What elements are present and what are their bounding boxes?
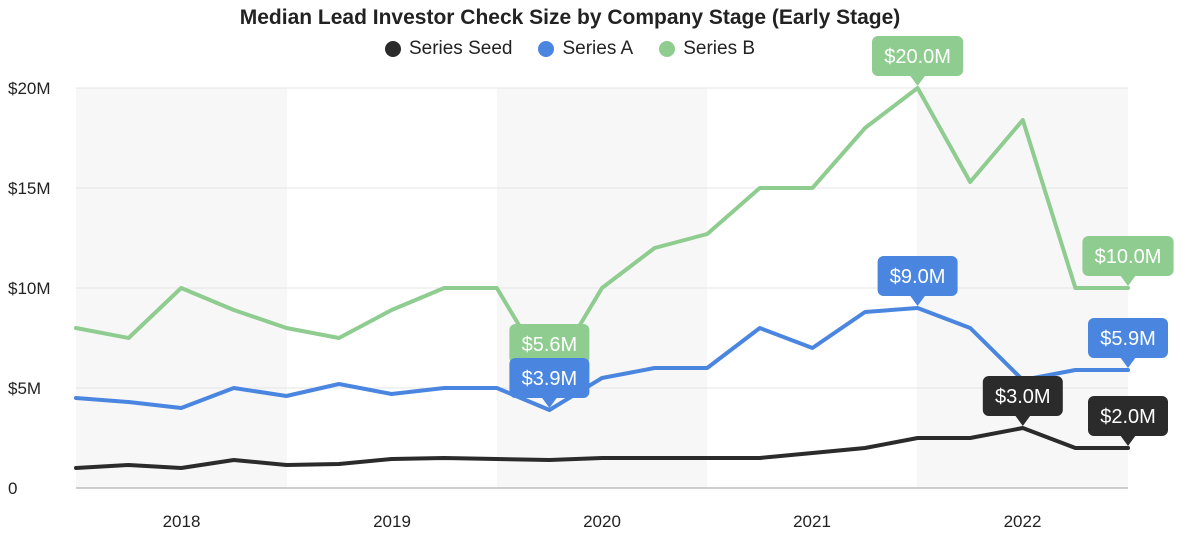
value-callout: $5.9M	[1088, 318, 1168, 368]
legend-label-series-b: Series B	[683, 38, 756, 59]
y-tick-label: $5M	[8, 379, 41, 398]
y-tick-label: $10M	[8, 279, 51, 298]
callout-label: $20.0M	[884, 46, 951, 68]
value-callout: $3.9M	[509, 358, 590, 408]
callout-label: $2.0M	[1100, 406, 1156, 428]
y-tick-label: $20M	[8, 79, 51, 98]
x-tick-label: 2018	[163, 512, 201, 531]
y-tick-label: $15M	[8, 179, 51, 198]
legend-item-series-b[interactable]: Series B	[659, 38, 755, 60]
legend-item-series-seed[interactable]: Series Seed	[384, 38, 513, 60]
chart-title: Median Lead Investor Check Size by Compa…	[239, 6, 901, 29]
legend-label-series-seed: Series Seed	[408, 38, 513, 59]
legend-label-series-a: Series A	[562, 38, 634, 59]
series-line-series-seed[interactable]	[74, 426, 1130, 470]
legend-dot-series-seed	[384, 41, 401, 57]
value-callout: $9.0M	[877, 256, 958, 306]
callout-label: $5.9M	[1100, 328, 1156, 350]
y-tick-label: 0	[8, 479, 17, 498]
x-tick-label: 2022	[1004, 512, 1042, 531]
callout-label: $3.9M	[522, 368, 578, 390]
value-callout: $2.0M	[1088, 396, 1168, 446]
legend-dot-series-a	[538, 41, 555, 57]
callout-label: $3.0M	[995, 386, 1051, 408]
legend-dot-series-b	[659, 41, 676, 57]
x-tick-label: 2021	[793, 512, 831, 531]
value-callout: $10.0M	[1082, 236, 1174, 286]
y-axis: 0 $5M $10M $15M $20M	[8, 79, 51, 498]
value-callouts: $5.6M $20.0M $10.0M $3.9M $9.0M $5.9M $3.0M $2.…	[509, 36, 1174, 446]
legend-item-series-a[interactable]: Series A	[538, 38, 633, 60]
value-callout: $20.0M	[872, 36, 964, 86]
x-axis: 2018 2019 2020 2021 2022	[163, 512, 1042, 531]
series-line-series-a[interactable]	[74, 306, 1130, 412]
chart-legend: Series Seed Series A Series B	[0, 38, 1140, 60]
value-callout: $3.0M	[982, 376, 1063, 426]
callout-label: $10.0M	[1095, 246, 1162, 268]
x-tick-label: 2019	[373, 512, 411, 531]
series-line-series-b[interactable]	[74, 86, 1130, 378]
callout-label: $5.6M	[522, 334, 578, 356]
x-tick-label: 2020	[583, 512, 621, 531]
series-lines	[74, 86, 1130, 470]
callout-label: $9.0M	[890, 266, 946, 288]
